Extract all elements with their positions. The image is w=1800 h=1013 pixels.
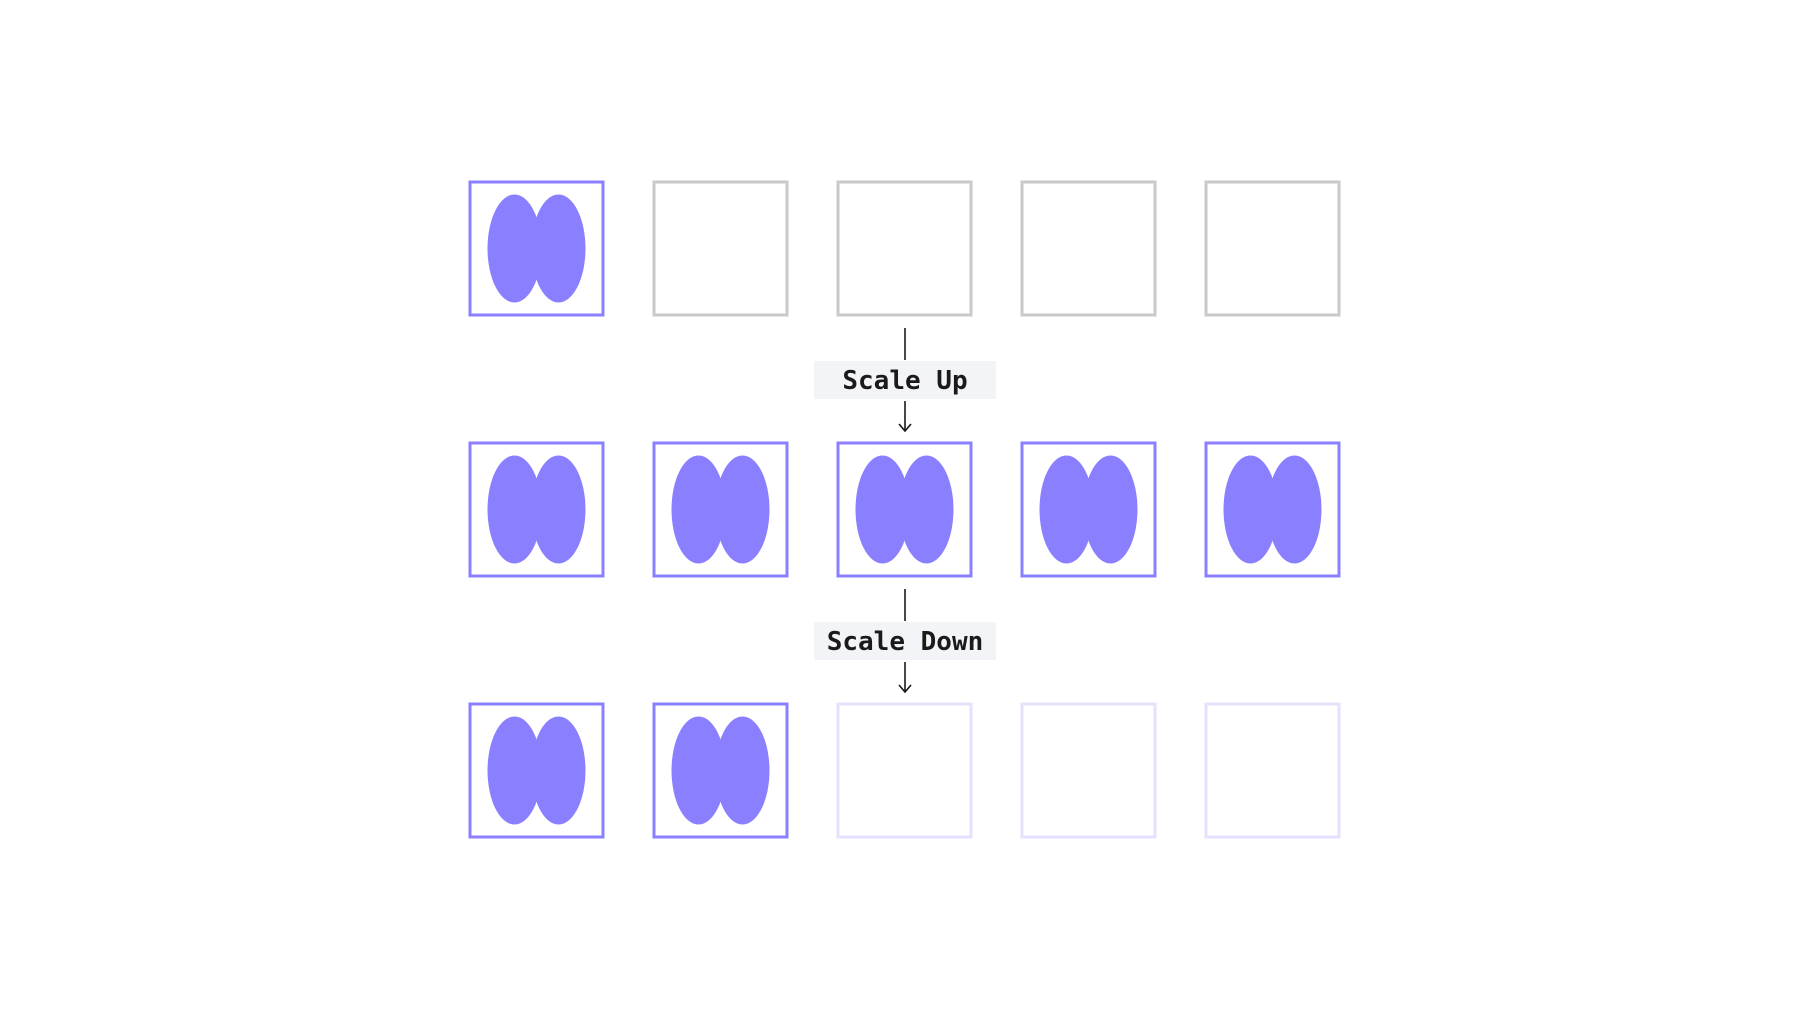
cell-frame (1204, 702, 1341, 839)
arrow-down-icon (898, 684, 912, 694)
cell-faded (1204, 702, 1341, 839)
blob-lobe-left (671, 455, 726, 564)
model-blob-icon (487, 194, 586, 303)
cell-empty (836, 180, 973, 317)
cell-active (1020, 441, 1157, 578)
cell-frame (1020, 702, 1157, 839)
blob-lobe-right (715, 716, 770, 825)
cell-frame (836, 180, 973, 317)
model-blob-icon (487, 716, 586, 825)
model-blob-icon (1223, 455, 1322, 564)
blob-lobe-right (715, 455, 770, 564)
cell-active (468, 441, 605, 578)
cell-frame (652, 180, 789, 317)
cell-faded (836, 702, 973, 839)
model-blob-icon (487, 455, 586, 564)
cells-layer (468, 180, 1341, 839)
cell-active (836, 441, 973, 578)
row-initial (468, 180, 1341, 317)
transitions-layer: Scale Up Scale Down (814, 328, 996, 694)
blob-lobe-left (1223, 455, 1278, 564)
blob-lobe-left (487, 194, 542, 303)
blob-lobe-right (1083, 455, 1138, 564)
blob-lobe-right (531, 455, 586, 564)
model-blob-icon (855, 455, 954, 564)
cell-active (468, 702, 605, 839)
row-scaled-up (468, 441, 1341, 578)
model-blob-icon (671, 455, 770, 564)
cell-active (652, 441, 789, 578)
model-blob-icon (671, 716, 770, 825)
transition-scale-up: Scale Up (814, 328, 996, 433)
blob-lobe-right (531, 716, 586, 825)
blob-lobe-left (487, 716, 542, 825)
blob-lobe-left (671, 716, 726, 825)
step-label-bg (814, 622, 996, 660)
step-label: Scale Down (827, 627, 984, 657)
arrow-down-icon (898, 423, 912, 433)
blob-lobe-right (1267, 455, 1322, 564)
cell-active (1204, 441, 1341, 578)
cell-faded (1020, 702, 1157, 839)
blob-lobe-left (487, 455, 542, 564)
blob-lobe-right (531, 194, 586, 303)
cell-frame (836, 702, 973, 839)
cell-empty (652, 180, 789, 317)
cell-empty (1204, 180, 1341, 317)
cell-empty (1020, 180, 1157, 317)
blob-lobe-left (1039, 455, 1094, 564)
cell-frame (1020, 180, 1157, 317)
cell-active (652, 702, 789, 839)
cell-frame (1204, 180, 1341, 317)
row-scaled-down (468, 702, 1341, 839)
blob-lobe-left (855, 455, 910, 564)
transition-scale-down: Scale Down (814, 589, 996, 694)
cell-active (468, 180, 605, 317)
blob-lobe-right (899, 455, 954, 564)
step-label: Scale Up (842, 366, 967, 396)
step-label-bg (814, 361, 996, 399)
model-blob-icon (1039, 455, 1138, 564)
